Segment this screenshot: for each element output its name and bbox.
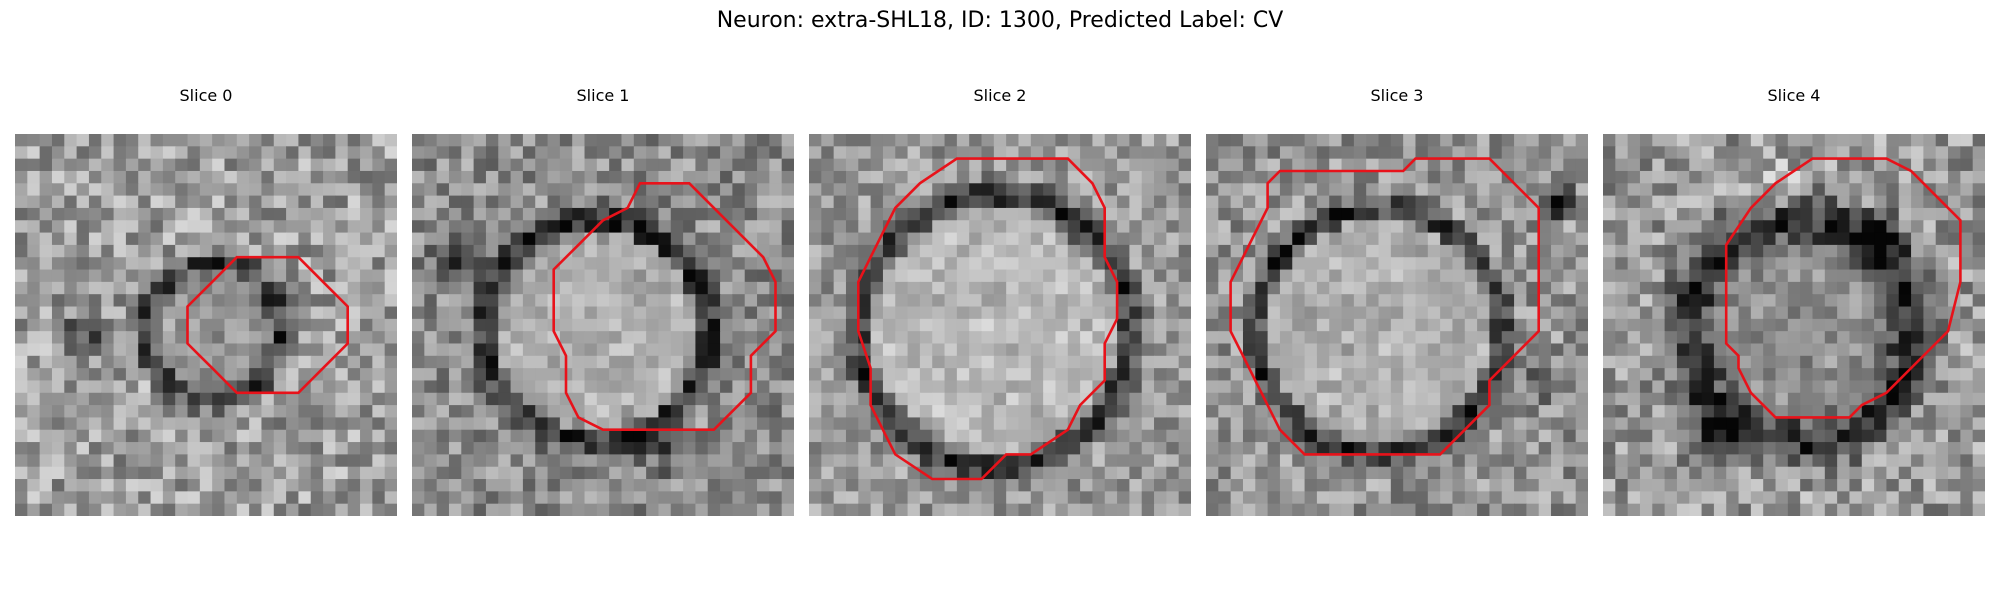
- slice-title-2: Slice 2: [809, 86, 1191, 106]
- slice-title-3: Slice 3: [1206, 86, 1588, 106]
- slice-pixels: [412, 134, 794, 516]
- slice-pixels: [809, 134, 1191, 516]
- slice-title-1: Slice 1: [412, 86, 794, 106]
- slice-pixels: [15, 134, 397, 516]
- slice-pixels: [1603, 134, 1985, 516]
- figure-title: Neuron: extra-SHL18, ID: 1300, Predicted…: [0, 6, 2000, 36]
- slice-image-0: [15, 134, 397, 516]
- slice-title-4: Slice 4: [1603, 86, 1985, 106]
- slice-image-2: [809, 134, 1191, 516]
- slice-title-0: Slice 0: [15, 86, 397, 106]
- slice-pixels: [1206, 134, 1588, 516]
- slice-image-1: [412, 134, 794, 516]
- slice-image-3: [1206, 134, 1588, 516]
- slice-image-4: [1603, 134, 1985, 516]
